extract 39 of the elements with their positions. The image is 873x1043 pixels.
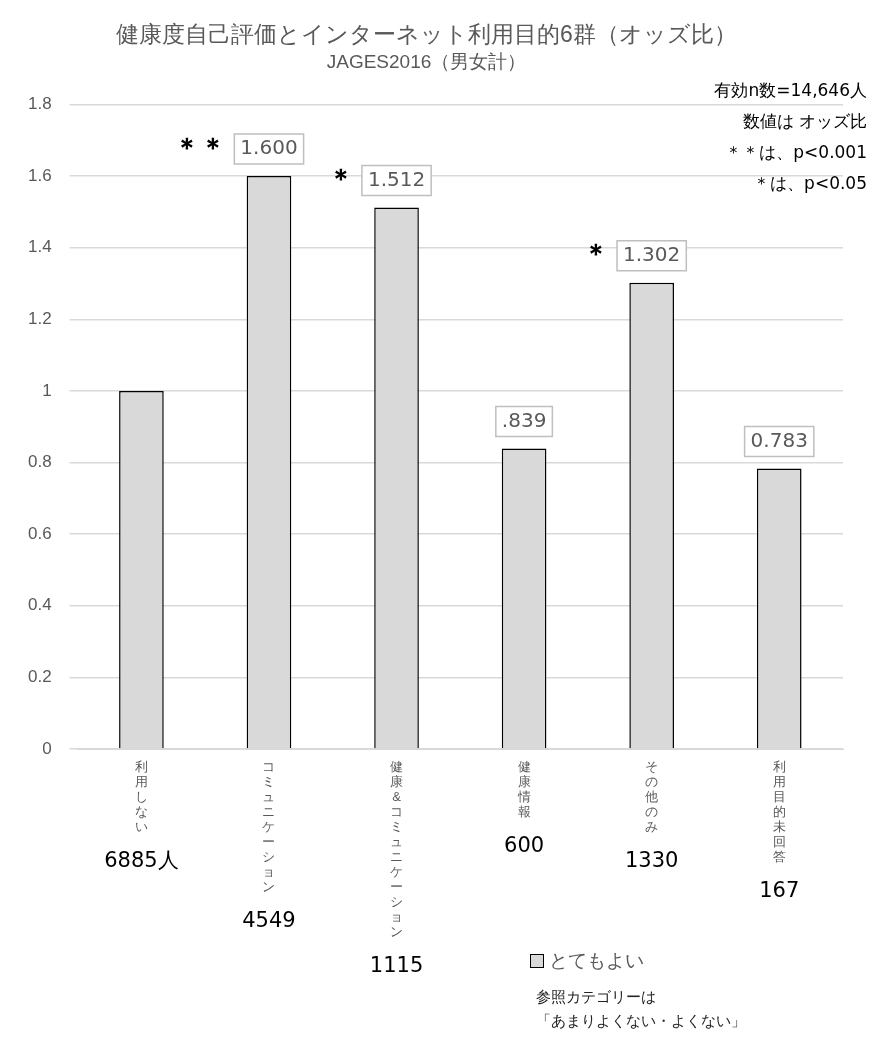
- x-tick-label: 利用しない: [134, 759, 148, 835]
- data-label: 1.512: [367, 166, 426, 191]
- text: 4549: [242, 908, 296, 933]
- text: 「あまりよくない・よくない」: [536, 1011, 746, 1032]
- category-label: 健康&コミュニケーション: [390, 759, 404, 940]
- chart-subtitle: JAGES2016（男女計）: [326, 51, 527, 73]
- y-tick-label: 0.4: [27, 595, 52, 615]
- data-label: .839: [501, 407, 547, 432]
- text: 有効n数=14,646人: [714, 80, 867, 100]
- data-label: 1.302: [623, 241, 681, 266]
- text: 1330: [624, 848, 679, 873]
- text: 6885人: [104, 848, 179, 873]
- annotation: 数値は オッズ比: [741, 111, 867, 131]
- legend-label: とてもよい: [549, 948, 644, 973]
- category-label: コミュニケーション: [262, 759, 276, 895]
- annotation: ＊＊は、p<0.001: [724, 142, 867, 162]
- data-label: 0.783: [750, 427, 808, 452]
- y-tick-label: 0: [42, 738, 52, 758]
- y-tick-label: 1.2: [27, 308, 52, 328]
- y-tick-label: 1.4: [27, 237, 52, 257]
- annotation: ＊: [583, 238, 610, 269]
- y-tick-label: 1.6: [27, 165, 52, 185]
- text: 1115: [369, 953, 424, 978]
- y-tick-label: 1.8: [27, 94, 52, 114]
- chart-title: 健康度自己評価とインターネット利用目的6群（オッズ比）: [116, 21, 737, 48]
- y-tick-label: 0.2: [27, 667, 52, 687]
- x-tick-label: 健康情報: [516, 759, 531, 820]
- y-tick-label: 0.6: [27, 523, 52, 543]
- y-tick-label: 0.8: [27, 452, 52, 472]
- data-label: 1.600: [240, 135, 298, 160]
- annotation: ＊＊: [174, 131, 227, 162]
- x-tick-label: 利用目的未回答: [772, 759, 786, 865]
- text: 600: [504, 833, 545, 858]
- x-tick-label: その他のみ: [645, 759, 659, 835]
- annotation: ＊: [327, 163, 354, 194]
- y-tick-label: 1: [42, 380, 52, 400]
- text: 参照カテゴリーは: [536, 987, 657, 1008]
- text: 167: [759, 878, 800, 903]
- annotation: ＊は、p<0.05: [752, 173, 867, 193]
